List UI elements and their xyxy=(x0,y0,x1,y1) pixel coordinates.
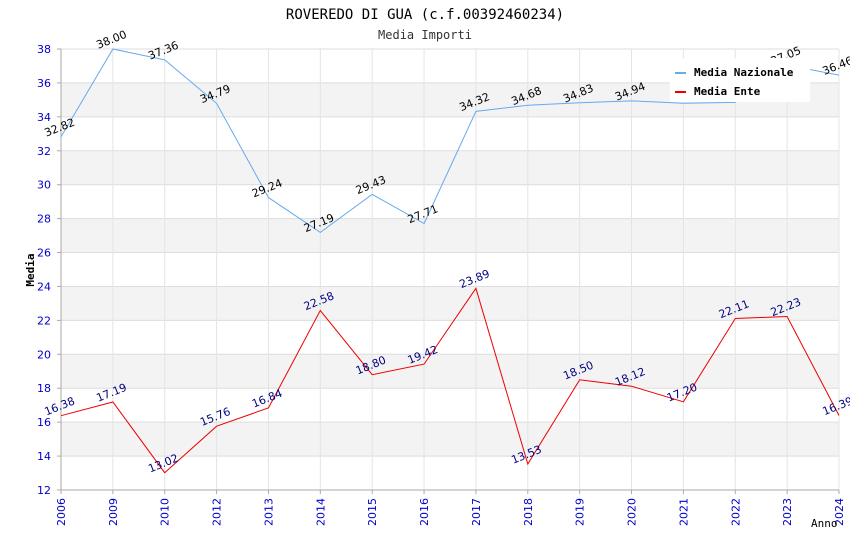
y-tick-label: 32 xyxy=(37,145,51,158)
legend-box xyxy=(670,58,810,102)
chart-subtitle: Media Importi xyxy=(378,28,472,42)
y-tick-label: 26 xyxy=(37,247,51,260)
axes xyxy=(57,48,840,494)
x-tick-label: 2014 xyxy=(314,498,327,526)
y-tick-label: 28 xyxy=(37,213,51,226)
y-tick-label: 12 xyxy=(37,484,51,497)
data-label: 16.39 xyxy=(821,394,850,418)
data-label: 37.36 xyxy=(146,39,180,63)
y-tick-label: 24 xyxy=(37,280,51,293)
x-tick-label: 2020 xyxy=(626,498,639,526)
y-tick-label: 30 xyxy=(37,179,51,192)
x-tick-label: 2012 xyxy=(211,498,224,526)
y-tick-label: 36 xyxy=(37,77,51,90)
x-tick-label: 2024 xyxy=(833,498,846,526)
data-label: 16.38 xyxy=(43,395,77,419)
grid-bands xyxy=(61,82,839,457)
series-line-media-ente xyxy=(60,287,840,474)
y-tick-label: 34 xyxy=(37,111,51,124)
y-tick-label: 20 xyxy=(37,348,51,361)
chart-title: ROVEREDO DI GUA (c.f.00392460234) xyxy=(286,7,564,23)
y-tick-label: 38 xyxy=(37,43,51,56)
x-tick-label: 2016 xyxy=(418,498,431,526)
legend: Media Nazionale Media Ente xyxy=(670,58,810,102)
x-tick-label: 2019 xyxy=(574,498,587,526)
x-tick-label: 2010 xyxy=(159,498,172,526)
y-axis-label: Media xyxy=(24,253,37,286)
x-tick-label: 2017 xyxy=(470,498,483,526)
series-lines xyxy=(60,48,840,474)
y-tick-labels: 12 14 16 18 20 22 24 26 28 30 32 34 36 38 xyxy=(37,43,51,497)
y-tick-label: 18 xyxy=(37,382,51,395)
grid-lines xyxy=(60,48,840,491)
data-label: 16.84 xyxy=(250,387,284,411)
series-line-media-nazionale xyxy=(60,48,840,234)
x-tick-label: 2015 xyxy=(366,498,379,526)
y-tick-label: 22 xyxy=(37,314,51,327)
x-tick-label: 2023 xyxy=(781,498,794,526)
y-tick-label: 16 xyxy=(37,416,51,429)
x-axis-label: Anno xyxy=(811,517,838,530)
legend-label: Media Nazionale xyxy=(694,66,794,79)
grid-band xyxy=(61,422,839,457)
x-tick-label: 2009 xyxy=(107,498,120,526)
grid-band xyxy=(61,218,839,253)
x-tick-labels: 2006 2009 2010 2012 2013 2014 2015 2016 2017 2018… xyxy=(55,498,846,526)
legend-label: Media Ente xyxy=(694,85,761,98)
x-tick-label: 2021 xyxy=(677,498,690,526)
x-tick-label: 2013 xyxy=(262,498,275,526)
grid-band xyxy=(61,354,839,389)
x-tick-label: 2006 xyxy=(55,498,68,526)
y-tick-label: 14 xyxy=(37,450,51,463)
x-tick-label: 2018 xyxy=(522,498,535,526)
x-tick-label: 2022 xyxy=(729,498,742,526)
data-label: 38.00 xyxy=(95,28,129,52)
grid-band xyxy=(61,286,839,321)
